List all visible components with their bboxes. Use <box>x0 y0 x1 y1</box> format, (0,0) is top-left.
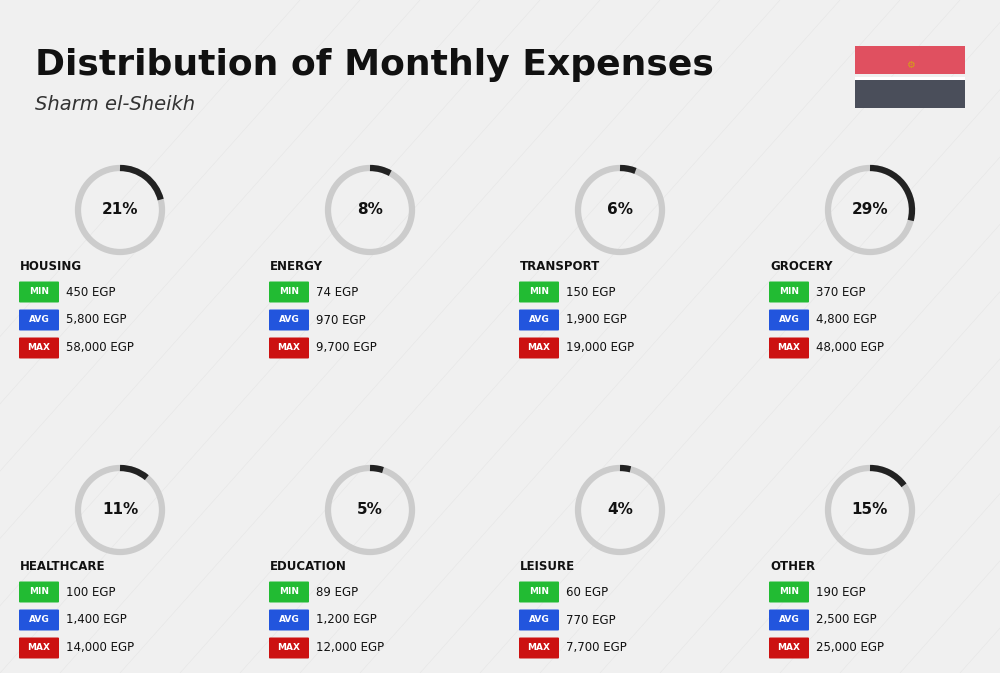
Text: MAX: MAX <box>778 343 800 353</box>
Text: AVG: AVG <box>529 316 549 324</box>
FancyBboxPatch shape <box>519 637 559 658</box>
FancyBboxPatch shape <box>519 310 559 330</box>
Text: 100 EGP: 100 EGP <box>66 586 116 598</box>
Text: 150 EGP: 150 EGP <box>566 285 616 299</box>
Text: 4,800 EGP: 4,800 EGP <box>816 314 877 326</box>
Text: MIN: MIN <box>529 287 549 297</box>
Text: MIN: MIN <box>279 287 299 297</box>
Text: MAX: MAX <box>277 343 300 353</box>
FancyBboxPatch shape <box>855 80 965 108</box>
Text: OTHER: OTHER <box>770 560 815 573</box>
Text: 4%: 4% <box>607 503 633 518</box>
FancyBboxPatch shape <box>269 310 309 330</box>
FancyBboxPatch shape <box>519 337 559 359</box>
Text: MAX: MAX <box>277 643 300 653</box>
Text: 74 EGP: 74 EGP <box>316 285 358 299</box>
FancyBboxPatch shape <box>769 337 809 359</box>
Text: MAX: MAX <box>28 343 50 353</box>
FancyBboxPatch shape <box>269 581 309 602</box>
Text: 970 EGP: 970 EGP <box>316 314 366 326</box>
FancyBboxPatch shape <box>19 637 59 658</box>
FancyBboxPatch shape <box>19 610 59 631</box>
Text: 15%: 15% <box>852 503 888 518</box>
Text: AVG: AVG <box>29 616 49 625</box>
FancyBboxPatch shape <box>269 337 309 359</box>
Text: 370 EGP: 370 EGP <box>816 285 866 299</box>
FancyBboxPatch shape <box>769 637 809 658</box>
Text: 25,000 EGP: 25,000 EGP <box>816 641 884 655</box>
FancyBboxPatch shape <box>269 281 309 302</box>
Text: MAX: MAX <box>528 343 550 353</box>
FancyBboxPatch shape <box>519 281 559 302</box>
FancyBboxPatch shape <box>519 581 559 602</box>
FancyBboxPatch shape <box>769 310 809 330</box>
Text: 8%: 8% <box>357 203 383 217</box>
FancyBboxPatch shape <box>769 281 809 302</box>
Text: 11%: 11% <box>102 503 138 518</box>
Text: 6%: 6% <box>607 203 633 217</box>
Text: MIN: MIN <box>779 287 799 297</box>
Text: 12,000 EGP: 12,000 EGP <box>316 641 384 655</box>
Text: 7,700 EGP: 7,700 EGP <box>566 641 627 655</box>
Text: MIN: MIN <box>29 588 49 596</box>
Text: 48,000 EGP: 48,000 EGP <box>816 341 884 355</box>
Text: GROCERY: GROCERY <box>770 260 832 273</box>
Text: 14,000 EGP: 14,000 EGP <box>66 641 134 655</box>
Text: 1,900 EGP: 1,900 EGP <box>566 314 627 326</box>
FancyBboxPatch shape <box>269 637 309 658</box>
Text: 21%: 21% <box>102 203 138 217</box>
Text: AVG: AVG <box>779 616 799 625</box>
FancyBboxPatch shape <box>19 581 59 602</box>
FancyBboxPatch shape <box>19 281 59 302</box>
Text: 5%: 5% <box>357 503 383 518</box>
FancyBboxPatch shape <box>769 610 809 631</box>
Text: 89 EGP: 89 EGP <box>316 586 358 598</box>
Text: 5,800 EGP: 5,800 EGP <box>66 314 126 326</box>
Text: 2,500 EGP: 2,500 EGP <box>816 614 877 627</box>
Text: LEISURE: LEISURE <box>520 560 575 573</box>
Text: MIN: MIN <box>779 588 799 596</box>
Text: ⚙: ⚙ <box>906 60 914 69</box>
Text: MIN: MIN <box>29 287 49 297</box>
FancyBboxPatch shape <box>855 77 965 92</box>
Text: Distribution of Monthly Expenses: Distribution of Monthly Expenses <box>35 48 714 82</box>
Text: 9,700 EGP: 9,700 EGP <box>316 341 377 355</box>
Text: AVG: AVG <box>279 316 299 324</box>
Text: AVG: AVG <box>529 616 549 625</box>
FancyBboxPatch shape <box>769 581 809 602</box>
Text: MAX: MAX <box>28 643 50 653</box>
Text: 58,000 EGP: 58,000 EGP <box>66 341 134 355</box>
FancyBboxPatch shape <box>269 610 309 631</box>
Text: 29%: 29% <box>852 203 888 217</box>
Text: MAX: MAX <box>528 643 550 653</box>
FancyBboxPatch shape <box>855 46 965 74</box>
Text: HEALTHCARE: HEALTHCARE <box>20 560 106 573</box>
Text: MAX: MAX <box>778 643 800 653</box>
Text: Sharm el-Sheikh: Sharm el-Sheikh <box>35 95 195 114</box>
Text: 1,200 EGP: 1,200 EGP <box>316 614 377 627</box>
FancyBboxPatch shape <box>19 337 59 359</box>
Text: ENERGY: ENERGY <box>270 260 323 273</box>
Text: HOUSING: HOUSING <box>20 260 82 273</box>
Text: AVG: AVG <box>779 316 799 324</box>
Text: 190 EGP: 190 EGP <box>816 586 866 598</box>
Text: 60 EGP: 60 EGP <box>566 586 608 598</box>
Text: 1,400 EGP: 1,400 EGP <box>66 614 127 627</box>
Text: TRANSPORT: TRANSPORT <box>520 260 600 273</box>
Text: AVG: AVG <box>29 316 49 324</box>
Text: 770 EGP: 770 EGP <box>566 614 616 627</box>
Text: EDUCATION: EDUCATION <box>270 560 347 573</box>
Text: 450 EGP: 450 EGP <box>66 285 116 299</box>
Text: 19,000 EGP: 19,000 EGP <box>566 341 634 355</box>
FancyBboxPatch shape <box>519 610 559 631</box>
Text: MIN: MIN <box>279 588 299 596</box>
Text: AVG: AVG <box>279 616 299 625</box>
Text: MIN: MIN <box>529 588 549 596</box>
FancyBboxPatch shape <box>19 310 59 330</box>
